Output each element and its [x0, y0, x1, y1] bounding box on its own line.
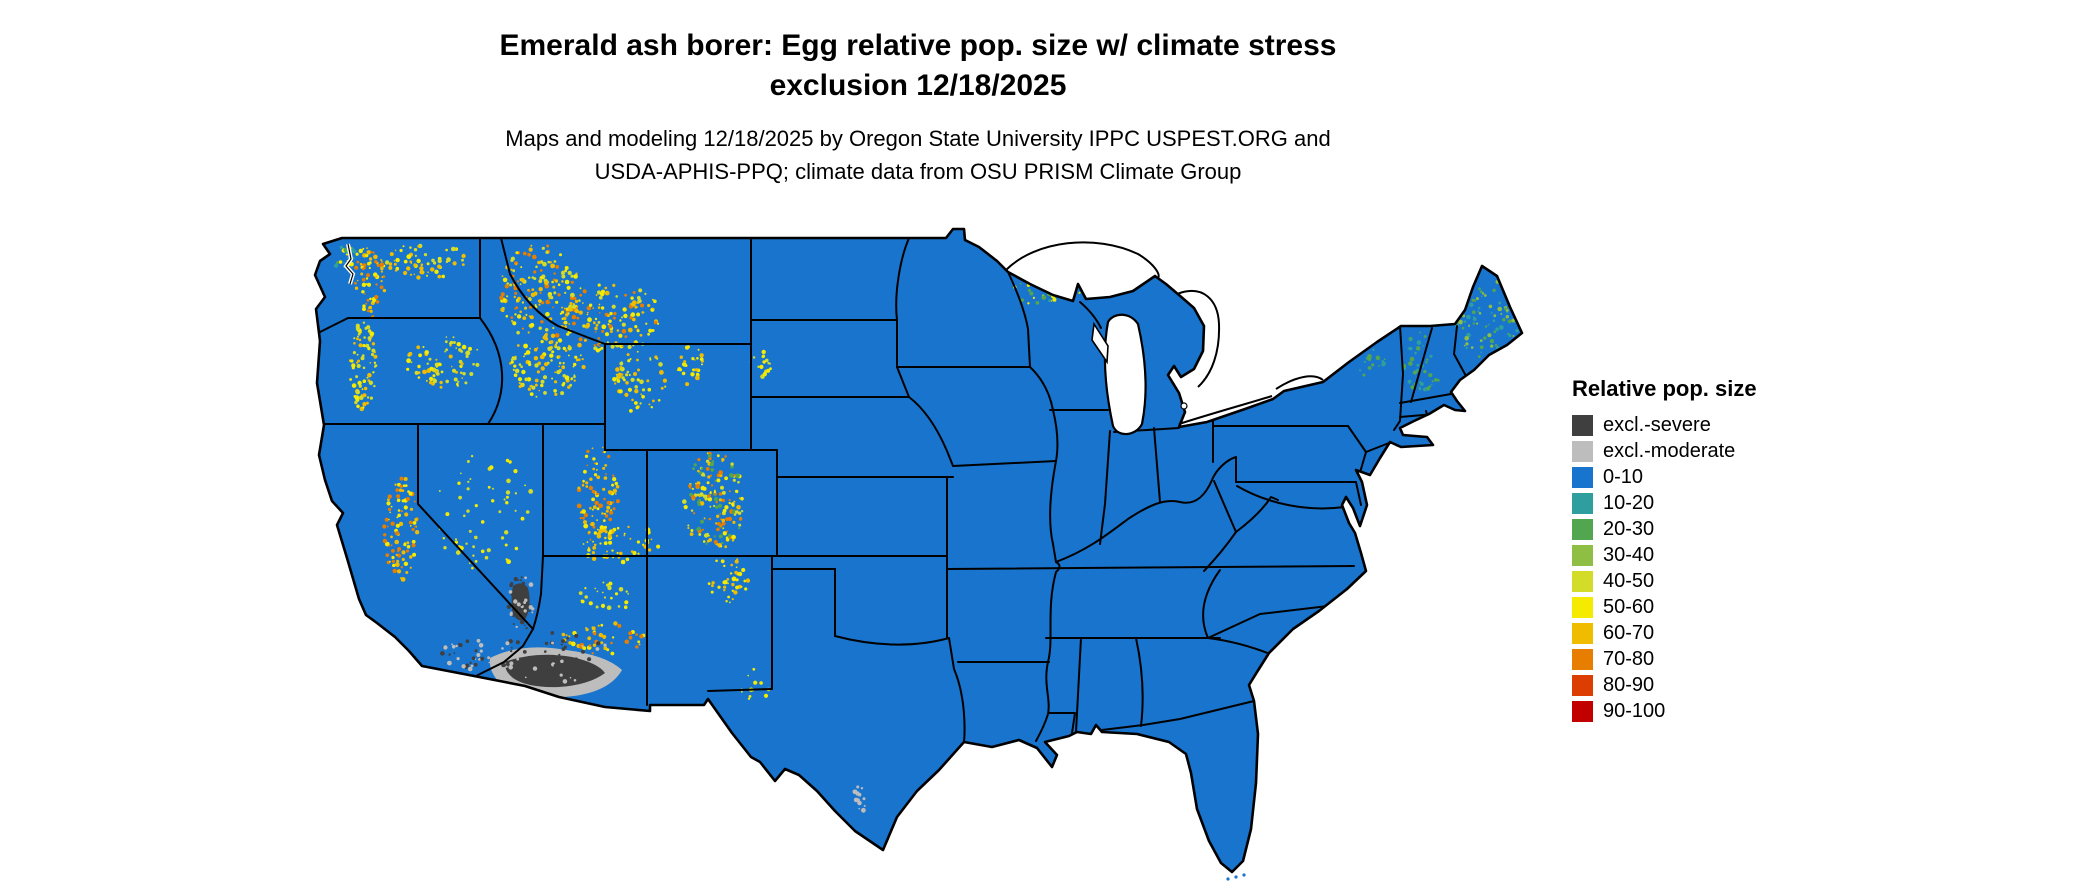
lake-ontario-north-shore — [1275, 375, 1324, 390]
legend-item-label: 70-80 — [1603, 647, 1655, 670]
exclusion-severe-region-arizona — [505, 654, 605, 688]
legend-swatch — [1572, 596, 1593, 618]
legend-items: excl.-severe excl.-moderate 0-10 10-20 20-30… — [1572, 412, 1812, 724]
legend-swatch — [1572, 674, 1593, 696]
page-subtitle: Maps and modeling 12/18/2025 by Oregon S… — [0, 122, 1836, 188]
legend-item: excl.-severe — [1572, 412, 1812, 438]
page-title: Emerald ash borer: Egg relative pop. siz… — [0, 26, 1836, 106]
lake-superior-north-shore — [1005, 241, 1160, 279]
legend-swatch — [1572, 466, 1593, 488]
lake-st-clair — [1180, 402, 1188, 410]
legend-item-label: excl.-severe — [1603, 413, 1711, 436]
legend-item: 60-70 — [1572, 620, 1812, 646]
page-title-line2: exclusion 12/18/2025 — [769, 69, 1067, 102]
legend-item-label: 90-100 — [1603, 699, 1666, 722]
legend-swatch — [1572, 414, 1593, 436]
us-map — [308, 214, 1528, 884]
legend-item-label: 60-70 — [1603, 621, 1655, 644]
puget-sound — [343, 243, 356, 285]
legend-item: 90-100 — [1572, 698, 1812, 724]
legend-item: excl.-moderate — [1572, 438, 1812, 464]
legend-item: 20-30 — [1572, 516, 1812, 542]
page-subtitle-line1: Maps and modeling 12/18/2025 by Oregon S… — [505, 126, 1331, 151]
legend-item: 40-50 — [1572, 568, 1812, 594]
legend-swatch — [1572, 492, 1593, 514]
state-borders — [319, 237, 1467, 743]
great-lakes — [1005, 241, 1324, 436]
legend-swatch — [1572, 622, 1593, 644]
legend-item: 80-90 — [1572, 672, 1812, 698]
legend-swatch — [1572, 570, 1593, 592]
page-subtitle-line2: USDA-APHIS-PPQ; climate data from OSU PR… — [594, 159, 1242, 184]
legend-swatch — [1572, 440, 1593, 462]
legend-item: 10-20 — [1572, 490, 1812, 516]
legend-item: 0-10 — [1572, 464, 1812, 490]
legend-title: Relative pop. size — [1572, 376, 1757, 401]
lake-erie-north-shore — [1178, 395, 1273, 425]
legend-item-label: 40-50 — [1603, 569, 1655, 592]
green-bay — [1091, 321, 1109, 365]
lake-michigan — [1103, 313, 1147, 436]
legend-swatch — [1572, 518, 1593, 540]
us-map-svg — [313, 227, 1524, 881]
legend-item: 50-60 — [1572, 594, 1812, 620]
legend-swatch — [1572, 648, 1593, 670]
legend: Relative pop. size excl.-severe excl.-mod… — [1572, 376, 1812, 724]
page-title-line1: Emerald ash borer: Egg relative pop. siz… — [499, 29, 1337, 62]
legend-item: 30-40 — [1572, 542, 1812, 568]
legend-item-label: 20-30 — [1603, 517, 1655, 540]
land — [315, 229, 1522, 872]
legend-item: 70-80 — [1572, 646, 1812, 672]
florida-keys — [1226, 873, 1246, 881]
population-speckles — [333, 238, 1522, 813]
legend-item-label: 50-60 — [1603, 595, 1655, 618]
legend-item-label: excl.-moderate — [1603, 439, 1736, 462]
legend-item-label: 30-40 — [1603, 543, 1655, 566]
legend-swatch — [1572, 700, 1593, 722]
lake-huron-east-shore — [1176, 289, 1221, 388]
legend-swatch — [1572, 544, 1593, 566]
legend-item-label: 80-90 — [1603, 673, 1655, 696]
legend-item-label: 0-10 — [1603, 465, 1644, 488]
legend-item-label: 10-20 — [1603, 491, 1655, 514]
